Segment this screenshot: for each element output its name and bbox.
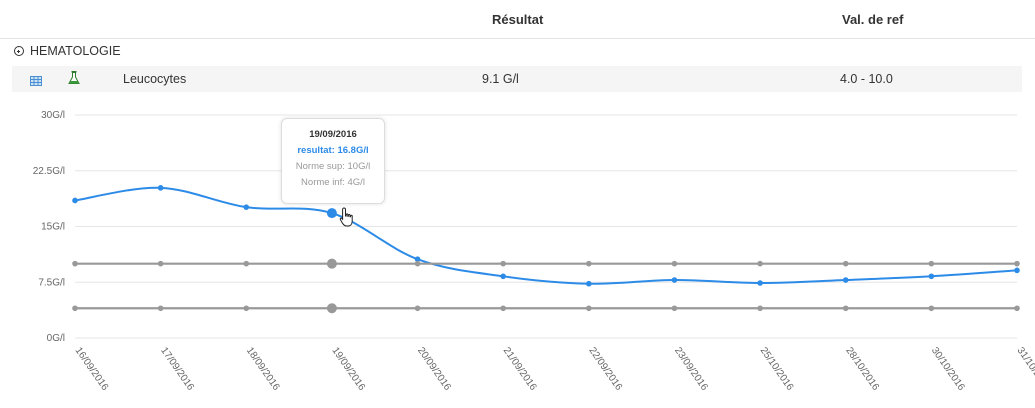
x-tick-label: 20/09/2016: [415, 345, 453, 393]
x-tick-label: 16/09/2016: [73, 345, 111, 393]
data-point: [72, 197, 78, 204]
tooltip-result: resultat: 16.8G/l: [297, 145, 369, 156]
data-point: [1014, 267, 1020, 274]
data-point: [842, 260, 849, 267]
data-point: [928, 273, 935, 280]
section-hematologie[interactable]: HEMATOLOGIE: [14, 44, 121, 58]
flask-icon[interactable]: [68, 71, 80, 90]
data-point: [842, 305, 849, 312]
data-point: [1014, 305, 1020, 312]
x-tick-label: 30/10/2016: [929, 345, 967, 393]
data-point: [326, 303, 337, 314]
data-point: [842, 277, 849, 283]
data-point: [928, 305, 935, 312]
x-tick-label: 22/09/2016: [586, 345, 624, 393]
data-point: [1014, 260, 1020, 267]
data-point: [757, 305, 763, 312]
data-point: [757, 260, 763, 267]
table-row[interactable]: Leucocytes 9.1 G/l 4.0 - 10.0: [12, 66, 1022, 92]
data-point: [586, 260, 592, 267]
y-tick-label: 0G/l: [47, 333, 65, 344]
data-point: [500, 305, 506, 312]
x-tick-label: 19/09/2016: [329, 345, 367, 393]
table-icon[interactable]: [30, 73, 42, 91]
data-point: [414, 305, 421, 312]
x-tick-label: 28/10/2016: [843, 345, 881, 393]
data-point: [157, 185, 164, 191]
data-point: [157, 260, 164, 267]
circle-plus-icon[interactable]: [14, 46, 24, 56]
data-point: [671, 277, 678, 283]
result-column-header: Résultat: [492, 12, 544, 27]
data-point: [243, 305, 250, 312]
data-point: [757, 280, 763, 286]
y-tick-label: 7.5G/l: [38, 277, 65, 288]
x-tick-label: 17/09/2016: [158, 345, 196, 393]
data-point: [414, 260, 421, 267]
data-point: [586, 305, 592, 312]
data-point: [72, 260, 78, 267]
data-point: [414, 256, 421, 263]
data-point: [326, 208, 337, 219]
chart-tooltip: 19/09/2016 resultat: 16.8G/l Norme sup: …: [281, 118, 385, 204]
x-tick-label: 31/10/2016: [1015, 345, 1035, 393]
test-name: Leucocytes: [123, 72, 187, 86]
data-point: [671, 260, 678, 267]
reference-column-header: Val. de ref: [842, 12, 904, 27]
data-point: [243, 260, 250, 267]
series-line-resultat: [74, 186, 1018, 285]
data-point: [671, 305, 678, 312]
data-point: [500, 260, 506, 267]
data-point: [243, 204, 250, 210]
y-tick-label: 30G/l: [41, 110, 65, 121]
data-point: [500, 273, 506, 280]
y-tick-label: 22.5G/l: [33, 166, 65, 177]
x-tick-label: 25/10/2016: [758, 345, 796, 393]
tooltip-date: 19/09/2016: [309, 129, 357, 140]
x-tick-label: 18/09/2016: [244, 345, 282, 393]
x-tick-label: 21/09/2016: [501, 345, 539, 393]
data-point: [157, 305, 164, 312]
data-point: [586, 280, 592, 287]
tooltip-norm-sup: Norme sup: 10G/l: [295, 161, 371, 172]
data-point: [72, 305, 78, 312]
hand-cursor-icon: [339, 207, 357, 234]
y-tick-label: 15G/l: [41, 222, 65, 233]
test-result: 9.1 G/l: [482, 72, 519, 86]
x-tick-label: 23/09/2016: [672, 345, 710, 393]
tooltip-norm-inf: Norme inf: 4G/l: [301, 177, 365, 188]
data-point: [928, 260, 935, 267]
test-reference: 4.0 - 10.0: [840, 72, 893, 86]
table-header: Résultat Val. de ref: [0, 0, 1035, 39]
data-point: [326, 258, 337, 269]
section-title: HEMATOLOGIE: [30, 44, 121, 58]
